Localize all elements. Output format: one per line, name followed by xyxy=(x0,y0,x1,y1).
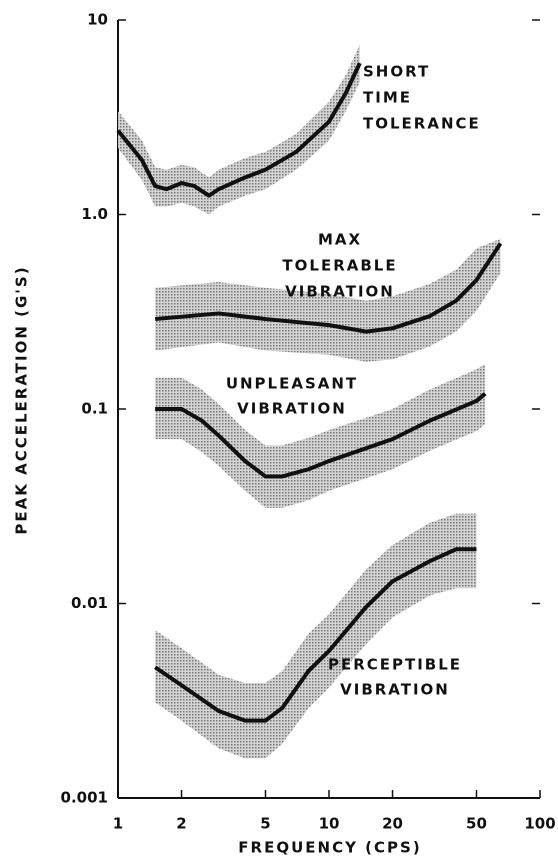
tolerance-band xyxy=(155,513,477,759)
curve xyxy=(116,62,362,198)
series-label: TOLERABLE xyxy=(282,257,397,275)
tolerance-band xyxy=(118,44,360,215)
x-tick-label: 2 xyxy=(176,815,186,833)
x-tick-label: 50 xyxy=(466,815,487,833)
series-label: VIBRATION xyxy=(285,283,395,301)
series-label: UNPLEASANT xyxy=(226,375,358,393)
series-label: TIME xyxy=(363,89,412,107)
x-tick-label: 20 xyxy=(382,815,403,833)
y-tick-label: 0.1 xyxy=(81,400,108,418)
series-label: SHORT xyxy=(363,63,430,81)
series-label: TOLERANCE xyxy=(363,115,481,133)
x-tick-label: 1 xyxy=(113,815,123,833)
series-label: VIBRATION xyxy=(237,400,347,418)
series-label: VIBRATION xyxy=(340,681,450,699)
y-tick-label: 0.01 xyxy=(71,594,108,612)
x-tick-label: 5 xyxy=(260,815,270,833)
series-label: MAX xyxy=(318,231,362,249)
x-axis-label: FREQUENCY (CPS) xyxy=(238,839,421,857)
x-tick-label: 100 xyxy=(524,815,555,833)
tolerance-band xyxy=(155,364,486,508)
x-tick-label: 10 xyxy=(319,815,340,833)
y-tick-label: 0.001 xyxy=(61,789,108,807)
curve xyxy=(154,242,503,334)
y-tick-label: 1.0 xyxy=(81,205,108,223)
y-tick-label: 10 xyxy=(87,11,108,29)
curve xyxy=(154,547,477,723)
series-label: PERCEPTIBLE xyxy=(328,656,462,674)
curve xyxy=(155,392,487,479)
y-axis-label: PEAK ACCELERATION (G'S) xyxy=(13,265,31,534)
tolerance-band xyxy=(155,238,501,362)
